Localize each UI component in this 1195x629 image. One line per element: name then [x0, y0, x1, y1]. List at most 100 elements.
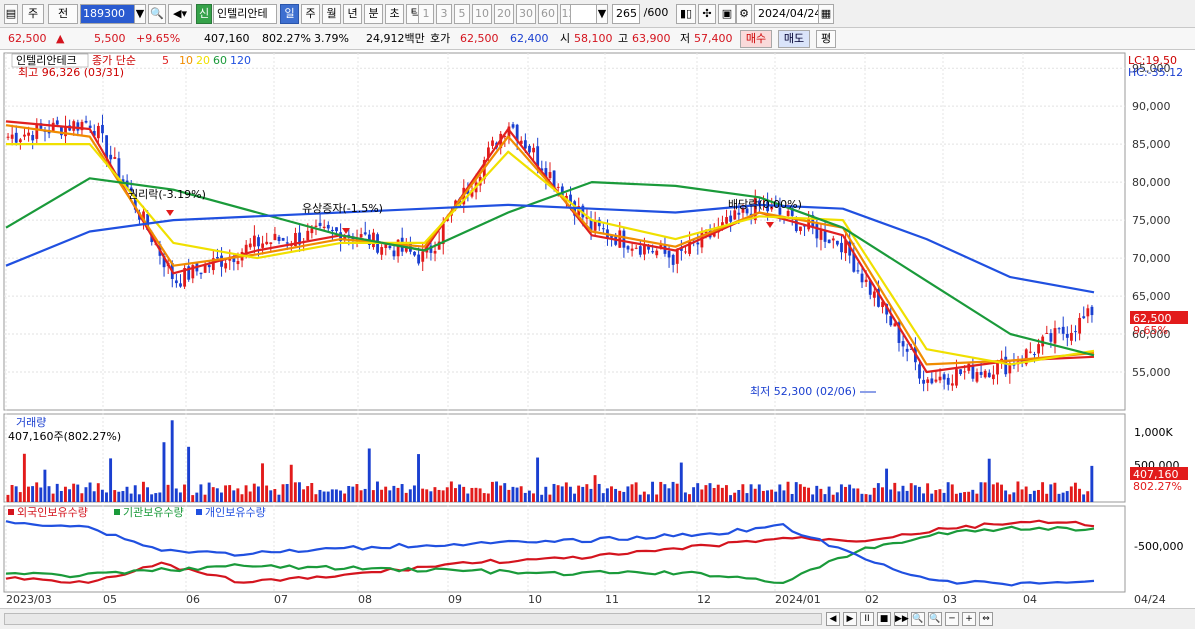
volume-bar — [581, 486, 585, 502]
candle-body — [372, 232, 375, 248]
interval-dropdown-icon[interactable]: ▼ — [596, 4, 608, 24]
sell-button[interactable]: 매도 — [778, 30, 810, 48]
time-tick: 10 — [528, 593, 542, 606]
period-tab-3[interactable]: 년 — [343, 4, 362, 24]
volume-bar — [934, 490, 938, 502]
period-tab-4[interactable]: 분 — [364, 4, 383, 24]
code-dropdown-icon[interactable]: ▼ — [134, 4, 146, 24]
count-input[interactable]: 265 — [612, 4, 640, 24]
event-marker-0 — [166, 210, 174, 216]
period-tab-1[interactable]: 주 — [301, 4, 320, 24]
ask: 62,500 — [460, 32, 499, 45]
volume-bar — [88, 482, 92, 502]
chart-area[interactable]: 95,000 90,000 85,000 80,000 75,000 70,000 65,0… — [0, 50, 1195, 610]
interval-tab-1[interactable]: 1 — [418, 4, 434, 24]
bottom-button-2[interactable]: II — [860, 612, 874, 626]
interval-tab-5[interactable]: 5 — [454, 4, 470, 24]
prev-button[interactable]: 전 — [48, 4, 78, 24]
interval-tab-30[interactable]: 30 — [516, 4, 536, 24]
volume-bar — [983, 482, 987, 502]
search-icon[interactable]: 🔍 — [148, 4, 166, 24]
avg-button[interactable]: 평 — [816, 30, 836, 48]
volume-bar — [211, 487, 215, 502]
volume-bar — [774, 491, 778, 502]
bottom-button-6[interactable]: 🔍 — [928, 612, 942, 626]
volume-bar — [532, 493, 535, 502]
ma-line-120 — [5, 203, 1095, 294]
interval-tab-10[interactable]: 10 — [472, 4, 492, 24]
code-input[interactable]: 189300 — [80, 4, 136, 24]
save-icon[interactable]: ▣ — [718, 4, 736, 24]
volume-bar — [174, 488, 178, 502]
gear-icon[interactable]: ⚙ — [736, 4, 752, 24]
candle-body — [622, 230, 626, 248]
chart-svg[interactable]: 95,000 90,000 85,000 80,000 75,000 70,000 65,0… — [0, 50, 1195, 610]
period-tab-5[interactable]: 초 — [385, 4, 404, 24]
candle-body — [794, 218, 798, 232]
volume-bar — [593, 475, 597, 502]
candle-body — [811, 215, 815, 227]
candle-body — [363, 232, 367, 235]
change: 5,500 — [94, 32, 126, 45]
bottom-button-1[interactable]: ▶ — [843, 612, 857, 626]
interval-tab-3[interactable]: 3 — [436, 4, 452, 24]
volume-bar — [671, 481, 675, 502]
bottom-button-3[interactable]: ■ — [877, 612, 891, 626]
volume-bar — [141, 481, 145, 502]
candle-body — [528, 145, 531, 153]
sound-icon[interactable]: ◀▾ — [168, 4, 192, 24]
candle-body — [35, 123, 39, 139]
calendar-icon[interactable]: ▦ — [818, 4, 834, 24]
date-input[interactable]: 2024/04/24 — [754, 4, 820, 24]
volume-bar — [18, 492, 22, 502]
candle-body — [1045, 332, 1049, 334]
bottom-button-8[interactable]: + — [962, 612, 976, 626]
candle-body — [1037, 344, 1040, 354]
candle-body — [27, 132, 30, 136]
stock-name-field[interactable]: 인텔리안테 — [213, 4, 277, 24]
ma-legend: 5 10 20 60 120 — [162, 54, 251, 67]
bottom-button-9[interactable]: ⇔ — [979, 612, 993, 626]
volume-tick-1: 1,000K — [1134, 426, 1173, 439]
panel-grip[interactable]: ▤ — [4, 4, 18, 24]
volume-bar — [922, 493, 925, 502]
volume-bar — [568, 486, 572, 502]
bottom-button-7[interactable]: ─ — [945, 612, 959, 626]
candle-body — [626, 246, 630, 250]
bottom-button-5[interactable]: 🔍 — [911, 612, 925, 626]
volume-bar — [363, 488, 367, 502]
time-tick: 11 — [605, 593, 619, 606]
candle-body — [125, 180, 129, 189]
candle-body — [1082, 316, 1086, 319]
bottom-button-0[interactable]: ◀ — [826, 612, 840, 626]
freq-select[interactable]: 주 — [22, 4, 44, 24]
volume-bar — [950, 484, 954, 502]
ma-legend-20: 20 — [196, 54, 210, 67]
candle-body — [996, 361, 999, 375]
volume-bar — [51, 493, 55, 502]
candle-body — [179, 283, 182, 287]
volume-bar — [692, 487, 696, 502]
holdings-lines — [5, 519, 1095, 587]
volume-bar — [269, 490, 273, 502]
candle-body — [421, 251, 425, 262]
volume: 407,160 — [204, 32, 250, 45]
volume-bar — [248, 491, 252, 502]
volume-bar — [630, 484, 634, 502]
candle-body — [675, 248, 679, 264]
period-tab-0[interactable]: 일 — [280, 4, 299, 24]
candle-type-icon[interactable]: ▮▯ — [676, 4, 696, 24]
price-tick: 60,000 — [1132, 328, 1171, 341]
scrollbar-track[interactable] — [4, 613, 822, 625]
interval-tab-20[interactable]: 20 — [494, 4, 514, 24]
candle-body — [1074, 331, 1077, 333]
interval-tab-60[interactable]: 60 — [538, 4, 558, 24]
candle-body — [872, 291, 876, 298]
buy-button[interactable]: 매수 — [740, 30, 772, 48]
period-tab-2[interactable]: 월 — [322, 4, 341, 24]
candle-body — [868, 280, 872, 295]
crosshair-icon[interactable]: ✣ — [698, 4, 716, 24]
candle-body — [552, 170, 556, 188]
volume-bar — [191, 495, 195, 502]
bottom-button-4[interactable]: ▶▶ — [894, 612, 909, 626]
